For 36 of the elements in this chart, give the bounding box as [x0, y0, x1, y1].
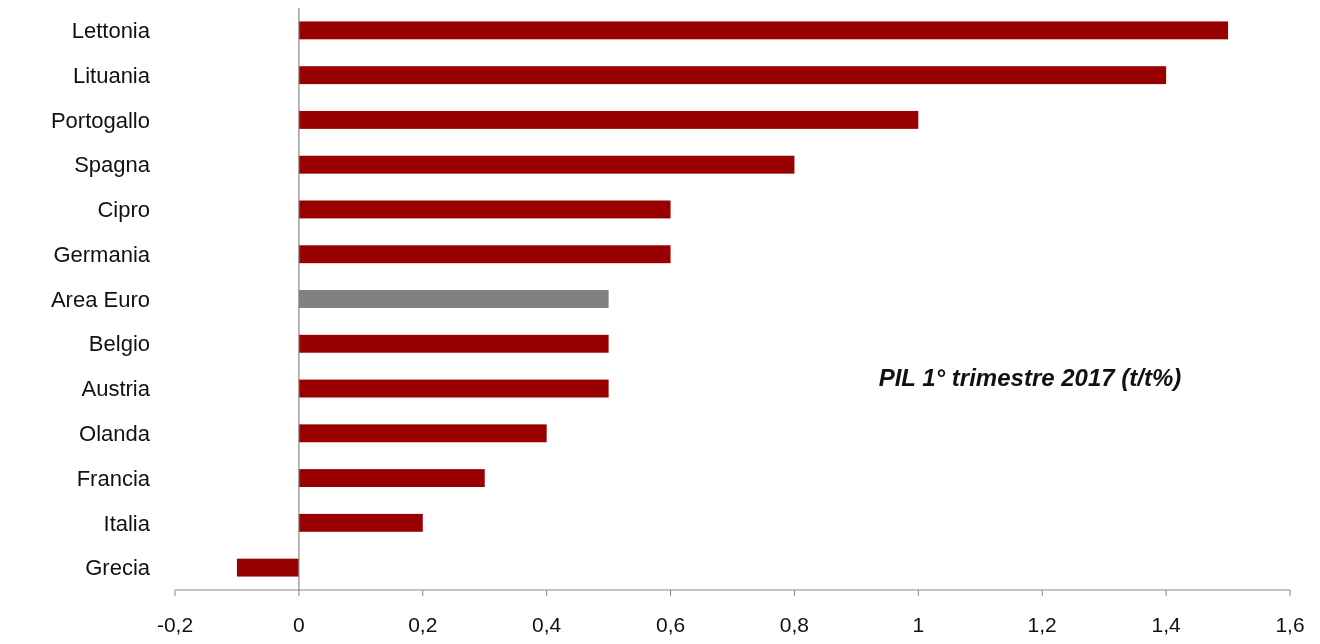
y-tick-label: Lettonia — [71, 18, 151, 44]
bar — [298, 21, 1229, 40]
x-tick-label: 1,6 — [1275, 613, 1305, 636]
y-tick-label: Grecia — [85, 555, 151, 581]
y-tick-label: Olanda — [79, 421, 151, 447]
x-tick-label: 0,2 — [408, 613, 438, 636]
y-tick-label: Spagna — [74, 152, 151, 178]
x-tick-label: 0,6 — [655, 613, 686, 636]
y-tick-label: Belgio — [88, 331, 150, 357]
bar — [298, 200, 671, 219]
bar — [298, 469, 485, 488]
x-tick-label: 0,8 — [779, 613, 810, 636]
y-tick-label: Francia — [76, 465, 151, 491]
bar — [236, 558, 299, 577]
y-tick-label: Area Euro — [50, 286, 150, 312]
bar — [298, 513, 423, 532]
y-tick-label: Lituania — [72, 62, 151, 88]
x-tick-label: 1 — [912, 613, 925, 636]
y-tick-label: Germania — [53, 241, 151, 267]
x-tick-label: 1,2 — [1027, 613, 1057, 636]
bar — [298, 334, 609, 353]
bar — [298, 379, 609, 398]
bar — [298, 110, 919, 129]
x-tick-label: 1,4 — [1151, 613, 1182, 636]
bar — [298, 66, 1167, 85]
y-tick-label: Cipro — [97, 197, 150, 223]
y-tick-label: Italia — [103, 510, 151, 536]
bar — [298, 155, 795, 174]
y-tick-label: Austria — [81, 376, 151, 402]
y-tick-label: Portogallo — [50, 107, 150, 133]
x-tick-label: 0 — [293, 613, 305, 636]
x-tick-label: -0,2 — [156, 613, 194, 636]
bar — [298, 245, 671, 264]
bar — [298, 424, 547, 443]
x-tick-label: 0,4 — [532, 613, 562, 636]
text: PIL 1° trimestre 2017 (t/t%) — [878, 364, 1182, 391]
